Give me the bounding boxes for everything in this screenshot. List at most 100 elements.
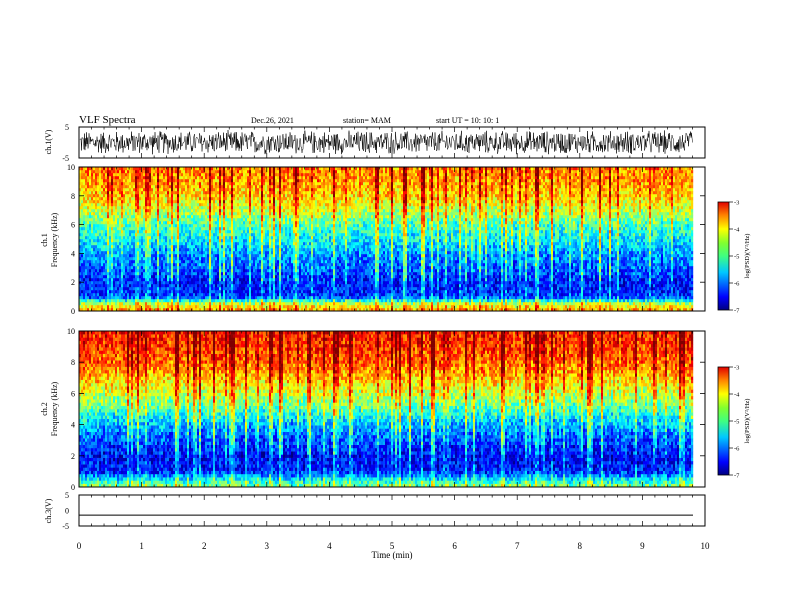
ch1-spectrogram-cell: [89, 230, 92, 234]
ch1-spectrogram-cell: [219, 242, 222, 246]
ch1-spectrogram-cell: [115, 239, 118, 243]
ch1-spectrogram-cell: [189, 308, 192, 312]
ch1-spectrogram-cell: [127, 185, 130, 189]
ch1-spectrogram-cell: [205, 194, 208, 198]
ch1-spectrogram-cell: [235, 188, 238, 192]
ch1-spectrogram-cell: [103, 272, 106, 276]
ch1-spectrogram-cell: [261, 170, 264, 174]
ch1-spectrogram-cell: [117, 197, 120, 201]
ch1-spectrogram-cell: [225, 203, 228, 207]
ch1-spectrogram-cell: [181, 293, 184, 297]
ch1-spectrogram-cell: [211, 191, 214, 195]
ch1-spectrogram-cell: [135, 170, 138, 174]
ch1-spectrogram-cell: [165, 170, 168, 174]
ch1-spectrogram-cell: [189, 296, 192, 300]
ch1-spectrogram-cell: [139, 212, 142, 216]
ch1-spectrogram-cell: [99, 176, 102, 180]
ch1-spectrogram-cell: [207, 266, 210, 270]
ch1-spectrogram-cell: [79, 182, 82, 186]
ch1-spectrogram-cell: [159, 257, 162, 261]
ch1-spectrogram-cell: [243, 236, 246, 240]
ch1-spectrogram-cell: [277, 233, 280, 237]
ch1-spectrogram-cell: [215, 299, 218, 303]
ch1-spectrogram-cell: [107, 260, 110, 264]
ch1-spectrogram-cell: [269, 167, 272, 171]
ch1-spectrogram-cell: [145, 209, 148, 213]
ch1-spectrogram-cell: [253, 275, 256, 279]
ch1-spectrogram-cell: [209, 188, 212, 192]
ch1-spectrogram-cell: [105, 287, 108, 291]
ch1-spectrogram-cell: [171, 230, 174, 234]
ch1-spectrogram-cell: [97, 242, 100, 246]
ch1-spectrogram-cell: [119, 254, 122, 258]
ch1-spectrogram-cell: [145, 275, 148, 279]
ch1-spectrogram-cell: [239, 245, 242, 249]
ch1-spectrogram-cell: [263, 251, 266, 255]
ch1-spectrogram-cell: [245, 185, 248, 189]
ch1-spectrogram-cell: [273, 176, 276, 180]
ch1-spectrogram-cell: [201, 284, 204, 288]
ch1-spectrogram-cell: [113, 233, 116, 237]
ch1-spectrogram-cell: [283, 182, 286, 186]
ch1-spectrogram-cell: [161, 191, 164, 195]
ch1-spectrogram-cell: [177, 212, 180, 216]
ch1-spectrogram-cell: [277, 203, 280, 207]
ch1-spectrogram-cell: [81, 299, 84, 303]
ch1-spectrogram-cell: [239, 182, 242, 186]
ch1-spectrogram-cell: [205, 203, 208, 207]
ch1-spectrogram-cell: [255, 176, 258, 180]
ch1-spectrogram-cell: [159, 197, 162, 201]
ch1-spectrogram-cell: [171, 182, 174, 186]
ch1-spectrogram-cell: [165, 197, 168, 201]
ch1-spectrogram-cell: [173, 170, 176, 174]
ch1-spectrogram-cell: [97, 185, 100, 189]
ch1-spectrogram-cell: [95, 281, 98, 285]
ch1-spectrogram-cell: [199, 218, 202, 222]
ch1-spectrogram-cell: [157, 221, 160, 225]
ch1-spectrogram-cell: [281, 212, 284, 216]
ch1-spectrogram-cell: [99, 284, 102, 288]
ch1-spectrogram-cell: [187, 257, 190, 261]
ch1-spectrogram-cell: [225, 176, 228, 180]
ch1-spectrogram-cell: [101, 182, 104, 186]
ch1-spectrogram-cell: [101, 263, 104, 267]
ch1-spectrogram-cell: [131, 239, 134, 243]
ch1-spectrogram-cell: [109, 179, 112, 183]
ch1-spectrogram-cell: [165, 191, 168, 195]
ch1-spectrogram-cell: [277, 308, 280, 312]
ch1-spectrogram-cell: [275, 170, 278, 174]
ch1-spectrogram-cell: [187, 185, 190, 189]
ch1-spectrogram-cell: [205, 221, 208, 225]
ch1-spectrogram-cell: [131, 272, 134, 276]
ch1-spectrogram-cell: [175, 206, 178, 210]
ch1-spectrogram-cell: [147, 266, 150, 270]
ch1-spectrogram-cell: [279, 197, 282, 201]
ch1-spectrogram-cell: [257, 203, 260, 207]
ch1-spectrogram-cell: [273, 290, 276, 294]
ch1-spectrogram-cell: [93, 257, 96, 261]
ch1-spectrogram-cell: [171, 236, 174, 240]
ch1-spectrogram-cell: [279, 308, 282, 312]
ch1-spectrogram-cell: [221, 191, 224, 195]
ch1-spectrogram-cell: [153, 239, 156, 243]
ch1-spectrogram-cell: [245, 221, 248, 225]
ch1-spectrogram-cell: [79, 290, 82, 294]
ch1-spectrogram-cell: [193, 191, 196, 195]
ch1-spectrogram-cell: [231, 200, 234, 204]
ch1-spectrogram-cell: [247, 215, 250, 219]
ch1-spectrogram-cell: [239, 185, 242, 189]
ch1-spectrogram-cell: [133, 188, 136, 192]
ch1-spectrogram-cell: [277, 236, 280, 240]
ch1-spectrogram-cell: [213, 185, 216, 189]
ch1-spectrogram-cell: [133, 269, 136, 273]
ch1-spectrogram-cell: [133, 191, 136, 195]
ch1-spectrogram-cell: [183, 236, 186, 240]
ch1-spectrogram-cell: [163, 179, 166, 183]
ch1-spectrogram-cell: [265, 179, 268, 183]
ch1-spectrogram-cell: [213, 269, 216, 273]
ch1-spectrogram-cell: [255, 296, 258, 300]
ch1-spectrogram-cell: [191, 305, 194, 309]
ch1-spectrogram-cell: [271, 200, 274, 204]
ch1-spectrogram-cell: [107, 275, 110, 279]
ch1-spectrogram-cell: [249, 200, 252, 204]
